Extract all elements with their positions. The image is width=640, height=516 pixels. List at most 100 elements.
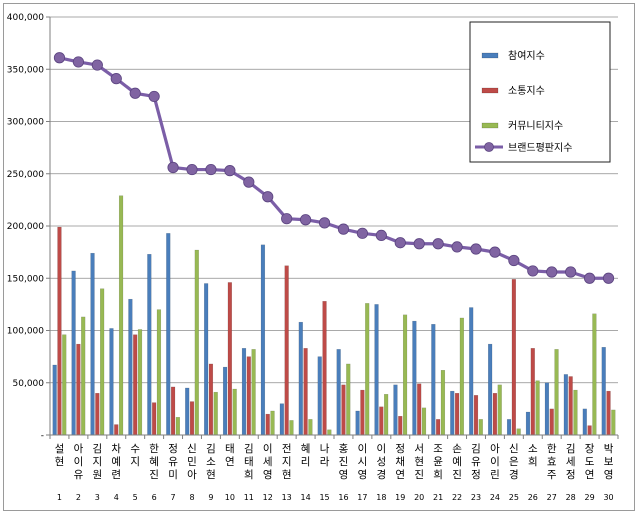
x-index-label: 11 [244,493,254,502]
legend-label: 커뮤니티지수 [508,120,563,132]
bar-소통지수 [436,419,441,436]
x-index-label: 17 [357,493,367,502]
y-tick-label: 100,000 [7,327,44,337]
x-index-label: 18 [376,493,386,502]
point-브랜드평판지수 [72,56,85,68]
bar-소통지수 [606,390,611,436]
bar-커뮤니티지수 [440,370,446,436]
bar-참여지수 [260,244,266,436]
bar-소통지수 [549,408,554,436]
bar-참여지수 [506,419,512,436]
bar-참여지수 [412,320,417,436]
point-브랜드평판지수 [527,265,539,277]
y-axis-ticks: - 50,000 100,000 150,000 200,000 250,000 300,0… [7,13,44,441]
x-index-label: 22 [452,493,462,502]
bar-소통지수 [511,279,516,436]
bar-소통지수 [95,393,100,436]
bar-커뮤니티지수 [308,419,313,436]
x-index-label: 28 [566,493,576,502]
bar-소통지수 [530,348,535,436]
bar-커뮤니티지수 [459,317,464,436]
bar-커뮤니티지수 [270,410,275,436]
x-index-label: 9 [208,493,213,502]
bar-소통지수 [322,301,327,436]
bar-소통지수 [284,265,289,436]
bar-소통지수 [492,393,498,436]
point-브랜드평판지수 [224,165,236,177]
bar-참여지수 [298,321,303,436]
point-브랜드평판지수 [470,243,482,255]
point-브랜드평판지수 [186,163,198,176]
bar-커뮤니티지수 [573,389,578,436]
point-브랜드평판지수 [281,213,293,225]
bar-커뮤니티지수 [327,429,332,436]
bar-커뮤니티지수 [62,334,67,436]
bar-참여지수 [241,348,247,436]
bar-소통지수 [473,395,479,436]
bar-커뮤니티지수 [213,391,218,436]
bar-참여지수 [431,324,436,436]
bar-커뮤니티지수 [402,314,408,436]
bar-참여지수 [204,283,209,436]
axes [46,16,619,439]
bar-참여지수 [336,349,341,436]
bar-참여지수 [109,328,114,436]
y-tick-label: - [41,431,44,441]
bar-참여지수 [488,343,493,436]
bar-참여지수 [355,410,360,436]
bar-참여지수 [450,390,455,436]
x-index-label: 14 [301,493,311,502]
x-index-label: 27 [547,493,557,502]
bar-커뮤니티지수 [81,316,86,436]
bar-소통지수 [227,282,232,436]
x-index-label: 15 [319,493,329,502]
bar-커뮤니티지수 [478,419,483,436]
bar-소통지수 [152,402,157,436]
x-index-label: 29 [585,493,595,502]
point-브랜드평판지수 [318,217,331,229]
bar-참여지수 [222,366,228,436]
x-index-label: 23 [471,493,481,502]
point-브랜드평판지수 [337,223,350,235]
x-index-label: 7 [171,493,176,502]
bar-참여지수 [166,233,171,436]
bar-소통지수 [417,383,422,436]
point-브랜드평판지수 [602,272,615,284]
point-브랜드평판지수 [167,161,179,174]
point-브랜드평판지수 [299,214,312,226]
bar-커뮤니티지수 [194,249,199,436]
bar-커뮤니티지수 [516,428,521,436]
point-브랜드평판지수 [508,254,520,267]
legend-swatch-커뮤니티지수 [481,122,499,129]
bar-소통지수 [454,393,460,436]
x-index-label: 10 [225,493,235,502]
bar-참여지수 [317,356,322,436]
bar-참여지수 [71,270,76,436]
point-브랜드평판지수 [129,87,141,99]
bar-참여지수 [185,387,190,436]
point-브랜드평판지수 [451,241,463,253]
legend-label: 참여지수 [508,50,545,62]
y-tick-label: 150,000 [7,274,44,284]
bar-커뮤니티지수 [497,384,502,436]
bar-참여지수 [90,252,95,436]
x-index-label: 25 [509,493,519,502]
bar-커뮤니티지수 [175,417,180,436]
bar-참여지수 [601,347,606,436]
bar-소통지수 [568,376,573,436]
brand-reputation-chart: - 50,000 100,000 150,000 200,000 250,000 300,0… [7,13,619,502]
bar-커뮤니티지수 [535,380,540,436]
